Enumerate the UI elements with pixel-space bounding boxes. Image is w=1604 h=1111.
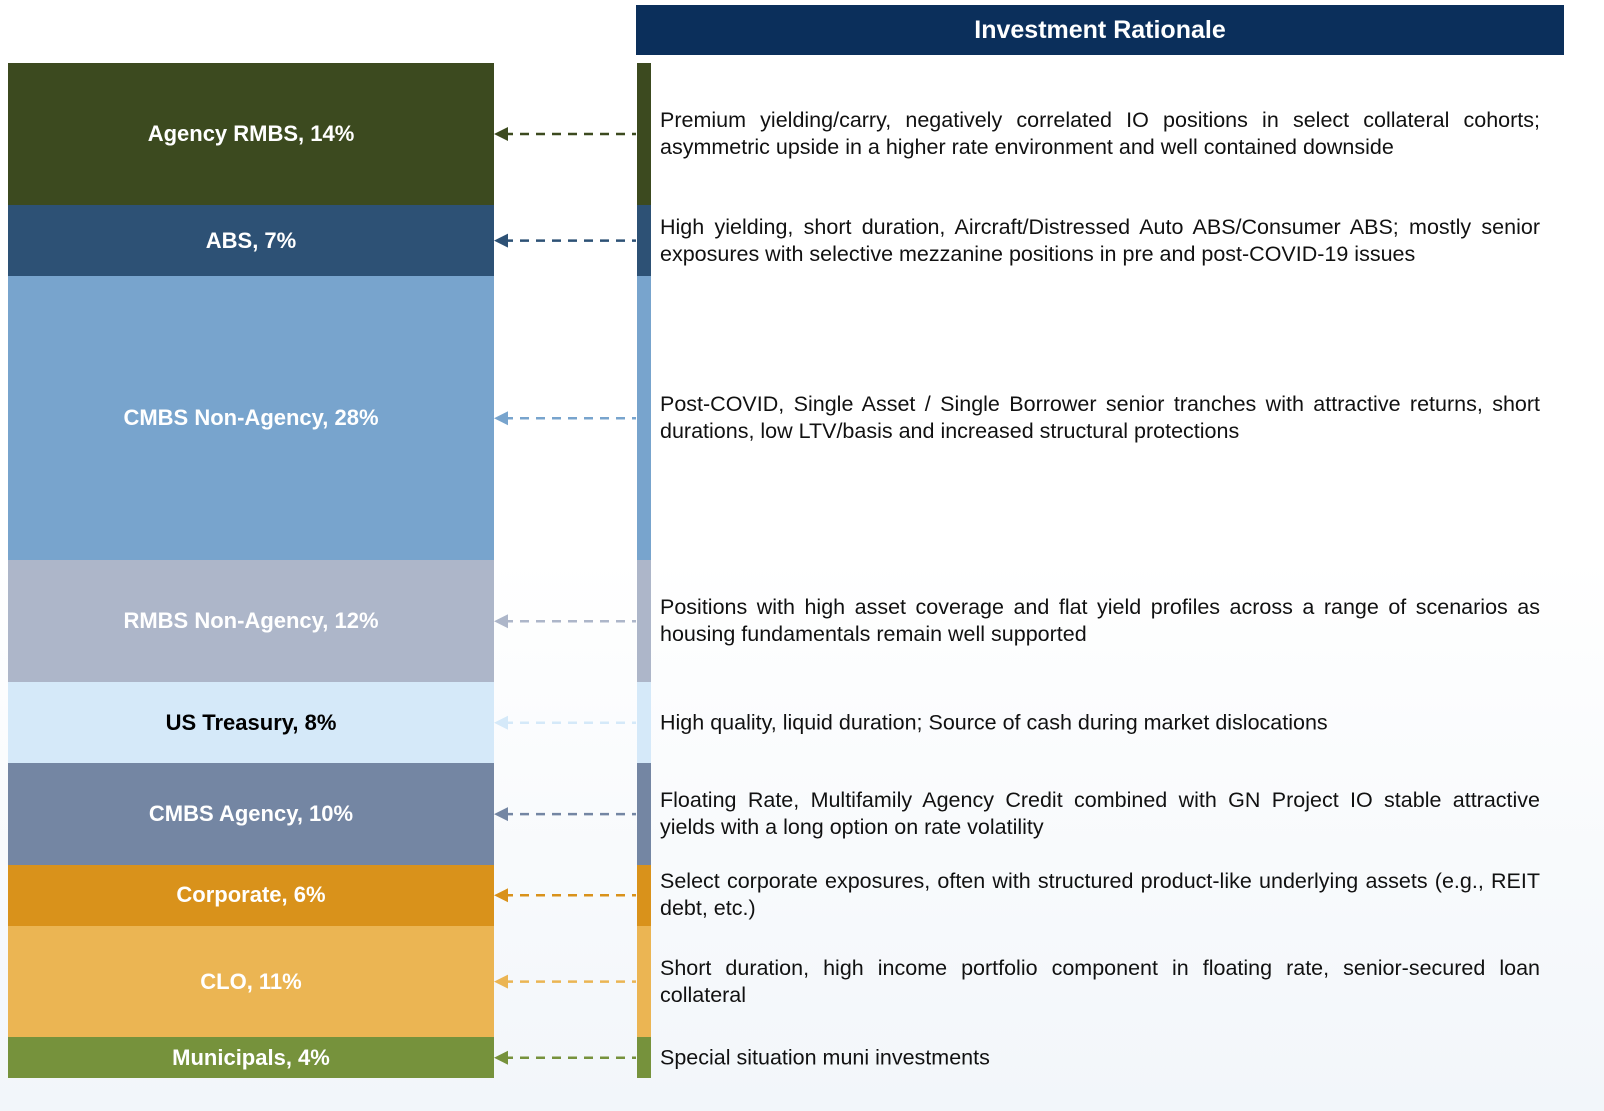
segment-label: RMBS Non-Agency, 12% — [123, 608, 379, 634]
connector-arrowhead — [494, 888, 508, 903]
strip-segment — [637, 682, 651, 764]
strip-segment — [637, 276, 651, 561]
rationale-text: Select corporate exposures, often with s… — [660, 869, 1540, 921]
strip-segment — [637, 925, 651, 1038]
rationale-text: Floating Rate, Multifamily Agency Credit… — [660, 788, 1540, 840]
segment-label: Agency RMBS, 14% — [147, 121, 355, 147]
bar-segment: ABS, 7% — [8, 205, 494, 277]
connector-arrowhead — [494, 974, 508, 989]
connector-arrowhead — [494, 807, 508, 822]
strip-segment — [637, 763, 651, 865]
rationale-text: High quality, liquid duration; Source of… — [660, 710, 1328, 735]
rationale-text: Short duration, high income portfolio co… — [660, 955, 1540, 1007]
bar-segment: CLO, 11% — [8, 925, 494, 1038]
connector-arrowhead — [494, 1050, 508, 1065]
strip-segment — [637, 560, 651, 683]
strip-segment — [637, 63, 651, 206]
segment-label: US Treasury, 8% — [165, 709, 337, 735]
bar-segment: RMBS Non-Agency, 12% — [8, 560, 494, 683]
bar-segment: CMBS Non-Agency, 28% — [8, 276, 494, 561]
bar-segment: Corporate, 6% — [8, 864, 494, 926]
bar-segment: US Treasury, 8% — [8, 682, 494, 764]
segment-label: CLO, 11% — [200, 968, 302, 994]
strip-segment — [637, 864, 651, 926]
segment-label: CMBS Non-Agency, 28% — [123, 405, 379, 431]
strip-segment — [637, 1037, 651, 1078]
bar-segment: CMBS Agency, 10% — [8, 763, 494, 865]
header: Investment Rationale — [636, 5, 1564, 55]
rationale-text: Premium yielding/carry, negatively corre… — [660, 108, 1540, 160]
segment-label: Municipals, 4% — [172, 1044, 330, 1070]
bar-segment: Municipals, 4% — [8, 1037, 494, 1078]
segment-label: CMBS Agency, 10% — [148, 801, 354, 827]
connector-arrowhead — [494, 411, 508, 426]
rationale-text: Special situation muni investments — [660, 1045, 990, 1070]
connector-arrowhead — [494, 614, 508, 629]
strip-segment — [637, 205, 651, 277]
segment-label: Corporate, 6% — [176, 882, 326, 908]
connector-arrowhead — [494, 127, 508, 142]
segment-label: ABS, 7% — [205, 227, 297, 253]
rationale-text: High yielding, short duration, Aircraft/… — [660, 214, 1540, 266]
bar-segment: Agency RMBS, 14% — [8, 63, 494, 206]
connector-arrowhead — [494, 233, 508, 248]
rationale-text: Positions with high asset coverage and f… — [660, 595, 1540, 647]
rationale-text: Post-COVID, Single Asset / Single Borrow… — [660, 392, 1540, 444]
connector-arrowhead — [494, 715, 508, 730]
